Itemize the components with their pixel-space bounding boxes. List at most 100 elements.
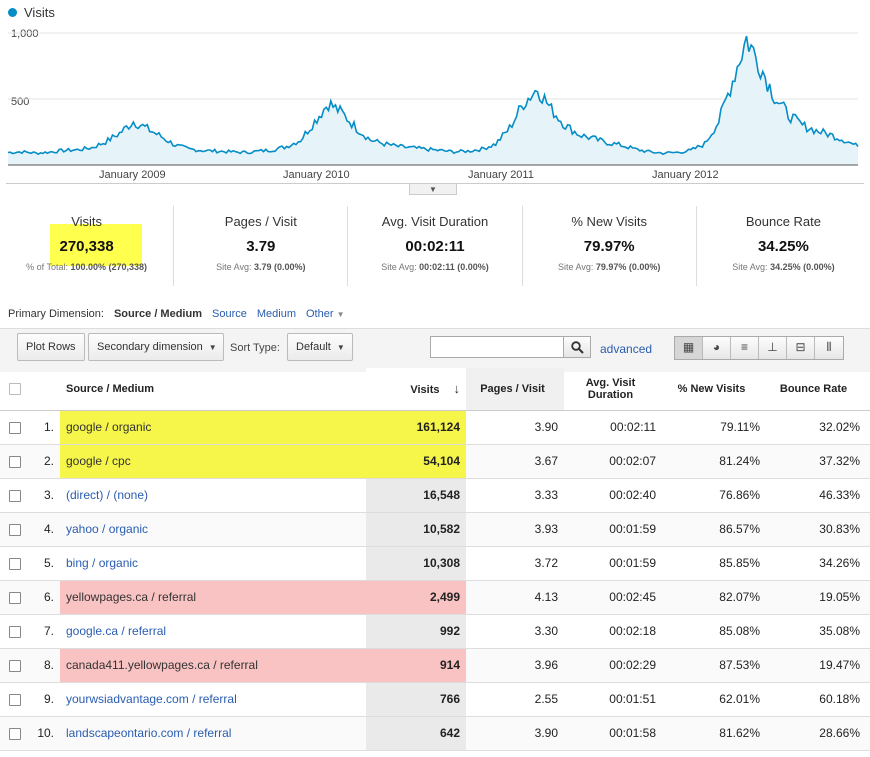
- header-pages-visit[interactable]: Pages / Visit: [466, 368, 564, 411]
- row-rank: 8.: [30, 648, 60, 683]
- row-checkbox[interactable]: [9, 523, 21, 536]
- plot-rows-button[interactable]: Plot Rows: [17, 333, 85, 361]
- row-bounce-rate: 35.08%: [766, 614, 870, 649]
- table-row: 7. google.ca / referral 992 3.30 00:02:18 85.…: [0, 614, 870, 649]
- row-avg-duration: 00:02:40: [564, 478, 662, 513]
- table-header-row: Source / Medium Visits ↓ Pages / Visit Av…: [0, 368, 870, 411]
- row-rank: 4.: [30, 512, 60, 547]
- scorecard-label: Visits: [71, 214, 103, 229]
- source-medium-link[interactable]: yahoo / organic: [66, 522, 149, 536]
- comparison-view-button[interactable]: ⊥: [759, 337, 787, 359]
- row-new-visits: 85.85%: [662, 546, 766, 581]
- scorecard-label: % New Visits: [571, 214, 648, 229]
- chevron-down-icon: ▼: [208, 343, 217, 352]
- visits-line: [7, 35, 859, 156]
- row-pages-visit: 3.93: [466, 512, 564, 547]
- row-bounce-rate: 28.66%: [766, 716, 870, 751]
- chart-collapse-button[interactable]: ▼: [409, 183, 457, 195]
- row-source-cell: bing / organic: [60, 546, 366, 581]
- dimension-source-medium[interactable]: Source / Medium: [113, 308, 202, 320]
- header-source-medium[interactable]: Source / Medium: [60, 368, 366, 411]
- scorecard-sub-value: 00:02:11 (0.00%): [419, 262, 489, 272]
- source-medium-link[interactable]: google / organic: [66, 420, 152, 434]
- primary-dimension-label: Primary Dimension:: [8, 308, 104, 320]
- scorecard-visits[interactable]: Visits 270,338 % of Total: 100.00% (270,…: [0, 206, 175, 286]
- secondary-dimension-dropdown[interactable]: Secondary dimension ▼: [88, 333, 224, 361]
- header-avg-duration[interactable]: Avg. Visit Duration: [564, 368, 662, 411]
- scorecard-label: Pages / Visit: [224, 214, 297, 229]
- scorecard-new-visits[interactable]: % New Visits 79.97% Site Avg: 79.97% (0.…: [523, 206, 697, 286]
- row-rank: 1.: [30, 410, 60, 445]
- row-avg-duration: 00:02:29: [564, 648, 662, 683]
- row-checkbox-cell: [0, 648, 30, 683]
- source-medium-link[interactable]: google / cpc: [66, 454, 131, 468]
- table-row: 4. yahoo / organic 10,582 3.93 00:01:59 86.57…: [0, 512, 870, 547]
- chart-plot: [7, 32, 859, 166]
- columns-icon: ⦀: [826, 340, 832, 354]
- performance-view-button[interactable]: ≡: [731, 337, 759, 359]
- row-visits: 16,548: [366, 478, 466, 513]
- source-medium-link[interactable]: yourwsiadvantage.com / referral: [66, 692, 237, 706]
- row-pages-visit: 3.33: [466, 478, 564, 513]
- scorecard-label: Avg. Visit Duration: [381, 214, 489, 229]
- table-row: 2. google / cpc 54,104 3.67 00:02:07 81.24% 37…: [0, 444, 870, 479]
- table-view-selector: ▦ ◕ ≡ ⊥ ⊟ ⦀: [674, 336, 844, 360]
- scorecard-value: 79.97%: [583, 238, 635, 255]
- row-checkbox-cell: [0, 410, 30, 445]
- row-pages-visit: 3.96: [466, 648, 564, 683]
- source-medium-link[interactable]: landscapeontario.com / referral: [66, 726, 232, 740]
- pie-view-button[interactable]: ◕: [703, 337, 731, 359]
- row-visits: 10,308: [366, 546, 466, 581]
- row-checkbox[interactable]: [9, 489, 21, 502]
- row-checkbox[interactable]: [9, 455, 21, 468]
- scorecard-bounce-rate[interactable]: Bounce Rate 34.25% Site Avg: 34.25% (0.0…: [697, 206, 870, 286]
- header-visits[interactable]: Visits ↓: [366, 368, 466, 411]
- row-avg-duration: 00:02:45: [564, 580, 662, 615]
- sort-type-dropdown[interactable]: Default ▼: [287, 333, 353, 361]
- dimension-medium[interactable]: Medium: [256, 308, 296, 320]
- row-checkbox-cell: [0, 546, 30, 581]
- comparison-icon: ⊥: [767, 340, 778, 354]
- advanced-filter-link[interactable]: advanced: [600, 342, 653, 356]
- header-new-visits[interactable]: % New Visits: [662, 368, 766, 411]
- row-checkbox[interactable]: [9, 591, 21, 604]
- dimension-other[interactable]: Other ▼: [306, 308, 345, 320]
- scorecard-avg-duration[interactable]: Avg. Visit Duration 00:02:11 Site Avg: 0…: [348, 206, 523, 286]
- chart-legend: Visits: [8, 5, 55, 20]
- pivot-view-button[interactable]: ⦀: [815, 337, 843, 359]
- x-tick-2009: January 2009: [99, 169, 166, 181]
- scorecards: Visits 270,338 % of Total: 100.00% (270,…: [0, 206, 870, 286]
- row-new-visits: 81.24%: [662, 444, 766, 479]
- scorecard-value: 34.25%: [757, 238, 809, 255]
- search-button[interactable]: [563, 336, 591, 358]
- table-search-input[interactable]: [430, 336, 564, 358]
- sort-type-label: Sort Type:: [230, 342, 280, 354]
- select-all-checkbox[interactable]: [9, 382, 21, 395]
- source-medium-link[interactable]: yellowpages.ca / referral: [66, 590, 197, 604]
- sort-arrow-icon: ↓: [453, 381, 461, 397]
- row-checkbox[interactable]: [9, 727, 21, 740]
- row-pages-visit: 3.72: [466, 546, 564, 581]
- row-checkbox[interactable]: [9, 421, 21, 434]
- source-medium-link[interactable]: (direct) / (none): [66, 488, 149, 502]
- row-pages-visit: 2.55: [466, 682, 564, 717]
- header-bounce-rate[interactable]: Bounce Rate: [766, 368, 870, 411]
- source-medium-link[interactable]: google.ca / referral: [66, 624, 167, 638]
- row-new-visits: 81.62%: [662, 716, 766, 751]
- row-source-cell: google / organic: [60, 410, 366, 445]
- source-medium-link[interactable]: bing / organic: [66, 556, 139, 570]
- table-row: 5. bing / organic 10,308 3.72 00:01:59 85.85%…: [0, 546, 870, 581]
- scorecard-pages-visit[interactable]: Pages / Visit 3.79 Site Avg: 3.79 (0.00%…: [174, 206, 349, 286]
- dimension-source[interactable]: Source: [212, 308, 247, 320]
- table-view-button[interactable]: ▦: [675, 337, 703, 359]
- source-medium-link[interactable]: canada411.yellowpages.ca / referral: [66, 658, 258, 672]
- term-cloud-button[interactable]: ⊟: [787, 337, 815, 359]
- visits-area: [8, 36, 858, 165]
- bar-icon: ≡: [740, 340, 748, 354]
- row-checkbox[interactable]: [9, 659, 21, 672]
- row-source-cell: google / cpc: [60, 444, 366, 479]
- row-bounce-rate: 34.26%: [766, 546, 870, 581]
- row-checkbox[interactable]: [9, 625, 21, 638]
- row-checkbox[interactable]: [9, 557, 21, 570]
- row-checkbox[interactable]: [9, 693, 21, 706]
